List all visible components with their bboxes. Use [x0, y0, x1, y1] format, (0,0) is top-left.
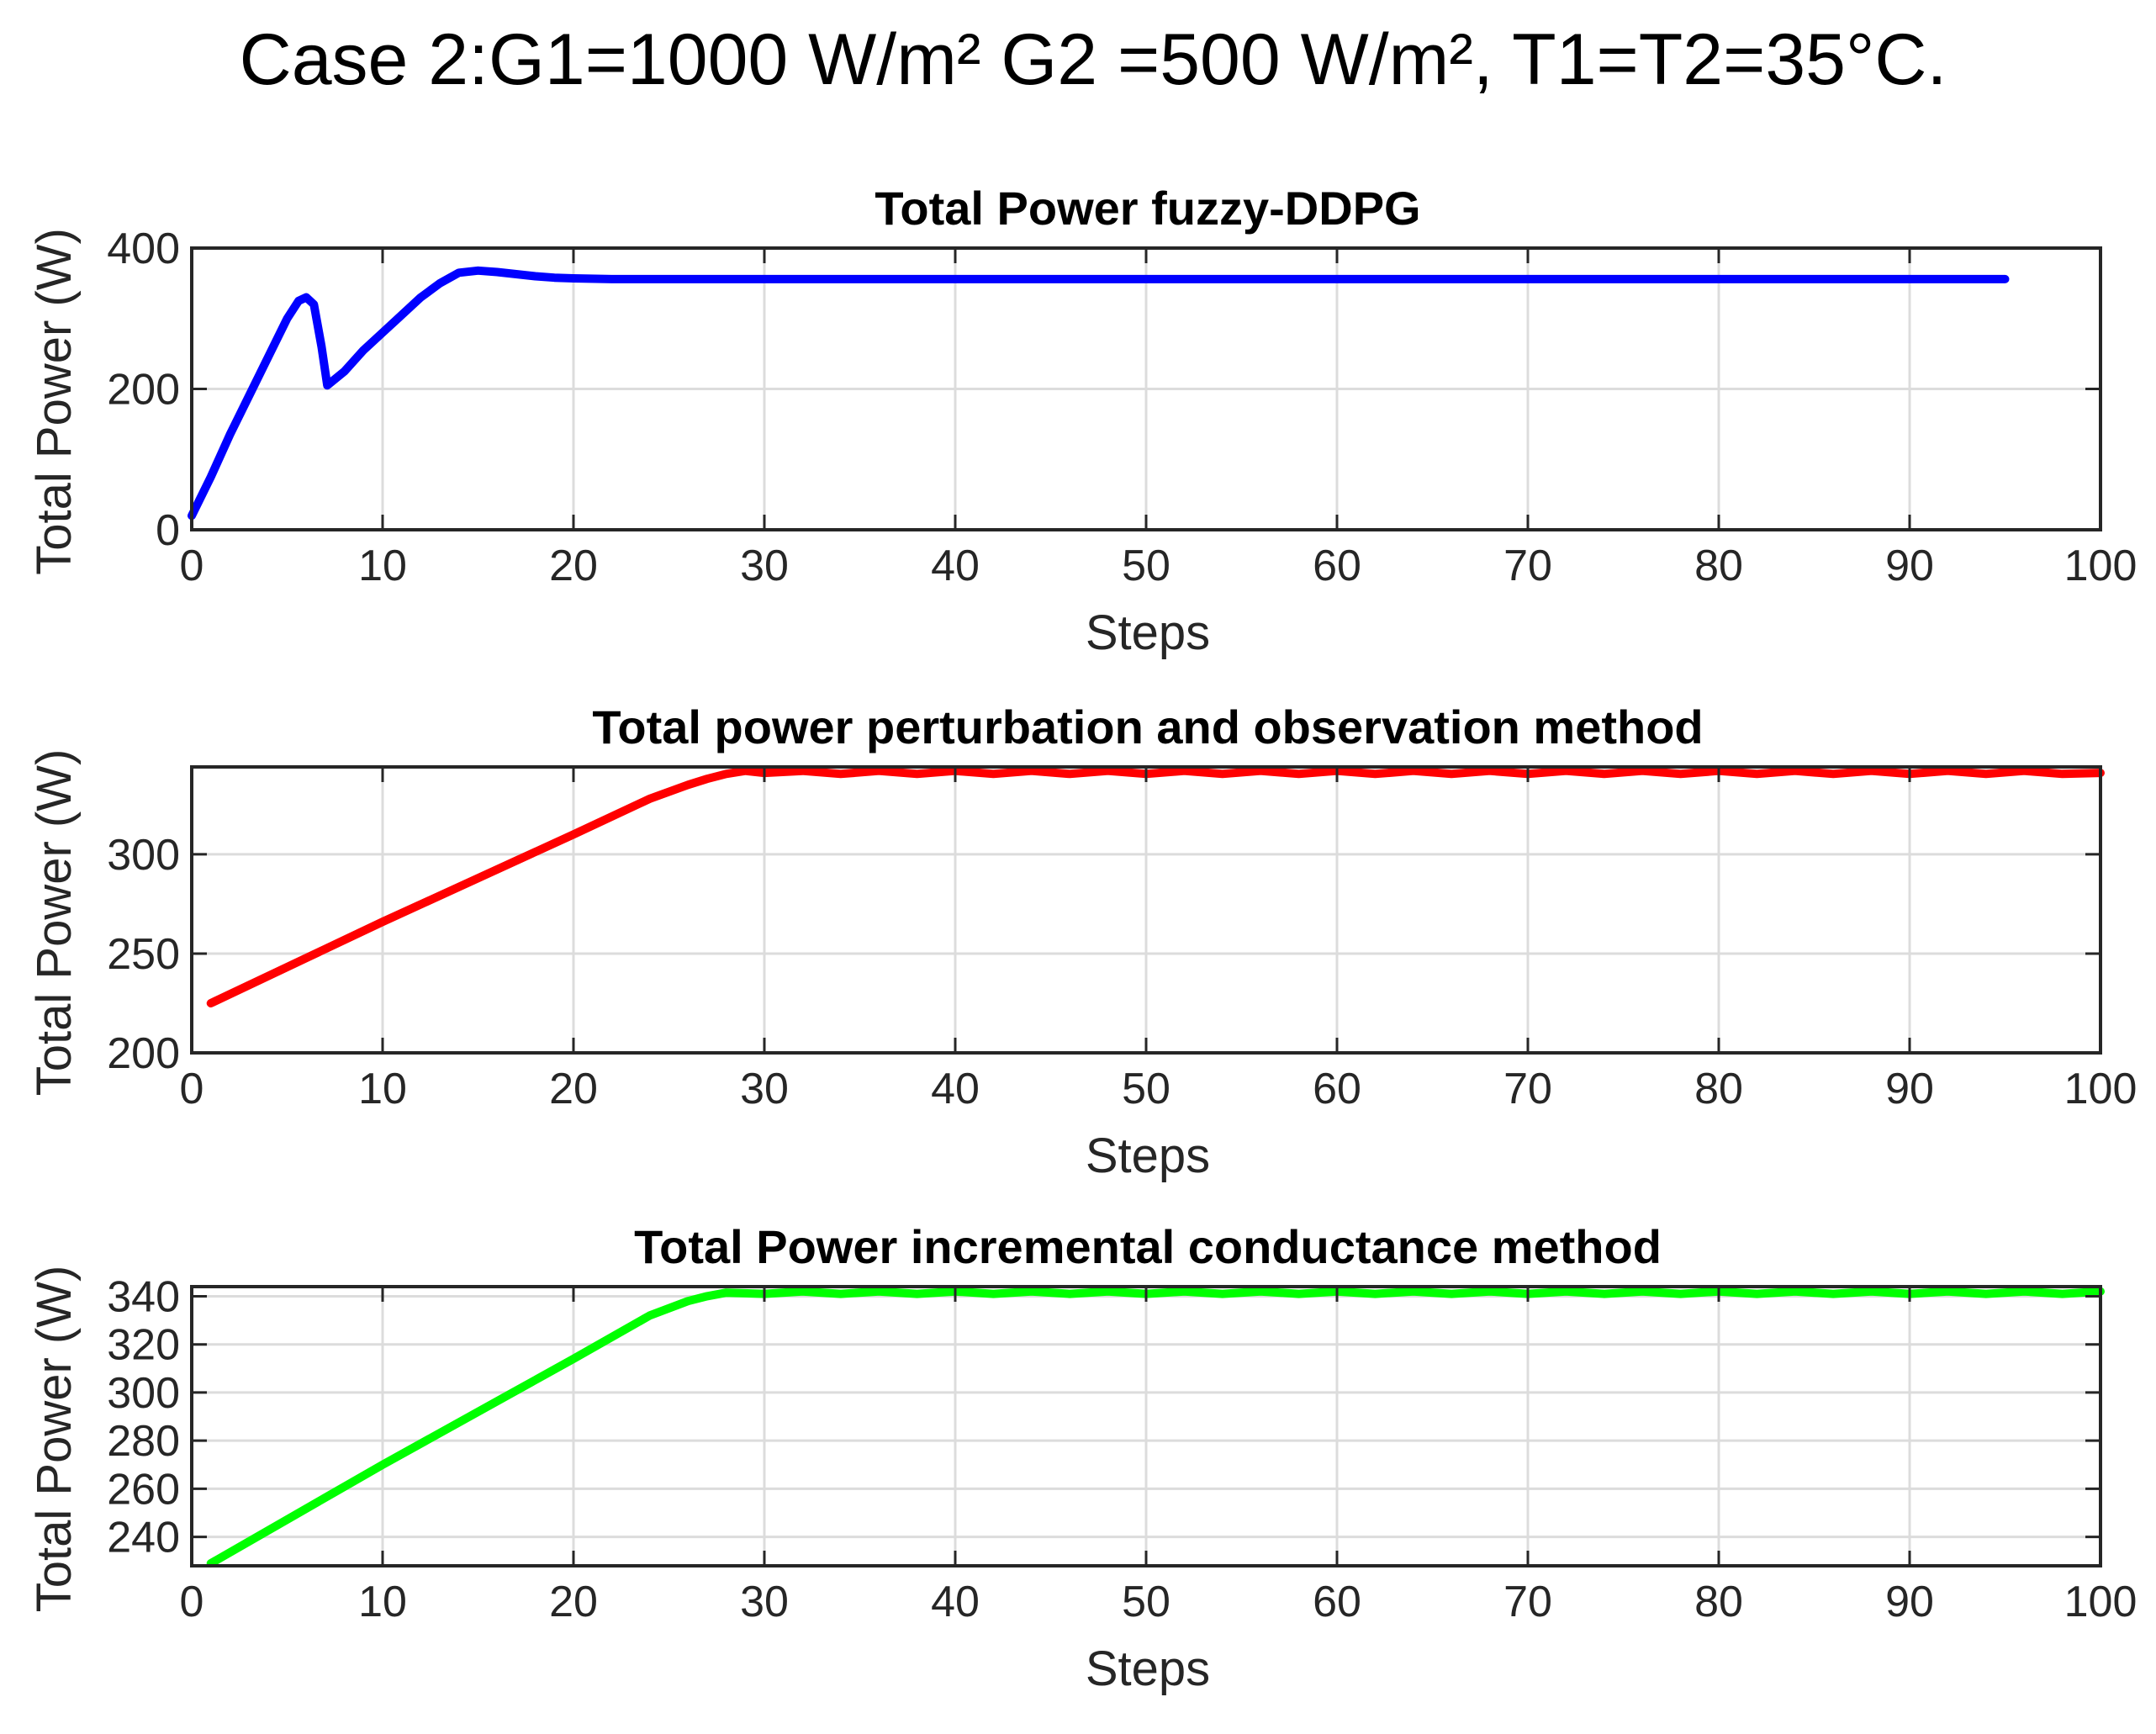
panel-title: Total power perturbation and observation…: [592, 700, 1703, 753]
x-tick-label: 50: [1122, 542, 1170, 590]
x-tick-label: 70: [1503, 542, 1552, 590]
x-tick-label: 0: [180, 1065, 204, 1113]
x-tick-label: 10: [358, 1065, 407, 1113]
panel-title: Total Power fuzzy-DDPG: [875, 182, 1420, 235]
y-axis-label: Total Power (W): [27, 228, 82, 575]
y-axis-label: Total Power (W): [27, 1266, 82, 1613]
y-tick-label: 260: [107, 1465, 180, 1514]
x-tick-label: 90: [1885, 1578, 1934, 1626]
y-tick-label: 0: [156, 506, 180, 555]
y-tick-label: 280: [107, 1417, 180, 1466]
x-axis-label: Steps: [1086, 1129, 1210, 1183]
y-axis-label: Total Power (W): [27, 749, 82, 1097]
x-tick-label: 20: [549, 1065, 598, 1113]
chart-panel-2: 0 10 20 30 40 50 60 70 80 90 100 200 250 300 Total pow…: [27, 700, 2137, 1183]
x-axis-label: Steps: [1086, 605, 1210, 660]
x-tick-label: 100: [2064, 1578, 2138, 1626]
y-tick-label: 400: [107, 225, 180, 273]
x-tick-label: 30: [740, 1578, 789, 1626]
x-tick-label: 70: [1503, 1578, 1552, 1626]
y-tick-label: 200: [107, 1029, 180, 1078]
y-tick-label: 200: [107, 366, 180, 415]
x-tick-label: 0: [180, 542, 204, 590]
x-tick-label: 60: [1313, 1578, 1361, 1626]
data-series-line: [188, 266, 2010, 521]
x-tick-label: 80: [1694, 1065, 1743, 1113]
y-tick-label: 340: [107, 1272, 180, 1321]
x-tick-label: 20: [549, 1578, 598, 1626]
x-tick-label: 40: [931, 542, 980, 590]
y-tick-label: 300: [107, 831, 180, 880]
panel-title: Total Power incremental conductance meth…: [634, 1220, 1662, 1273]
y-tick-label: 320: [107, 1321, 180, 1370]
x-tick-label: 90: [1885, 542, 1934, 590]
x-axis-label: Steps: [1086, 1641, 1210, 1696]
x-tick-label: 60: [1313, 542, 1361, 590]
y-tick-label: 300: [107, 1369, 180, 1418]
x-tick-label: 60: [1313, 1065, 1361, 1113]
x-tick-label: 30: [740, 542, 789, 590]
y-tick-label: 250: [107, 930, 180, 979]
x-tick-label: 90: [1885, 1065, 1934, 1113]
x-tick-label: 80: [1694, 542, 1743, 590]
x-tick-label: 50: [1122, 1578, 1170, 1626]
y-tick-label: 240: [107, 1514, 180, 1562]
chart-panel-1: 0 10 20 30 40 50 60 70 80 90 100 0 200 400 Total Power…: [27, 182, 2137, 660]
data-series-line: [206, 766, 2105, 1007]
x-tick-label: 100: [2064, 542, 2138, 590]
data-series-line: [206, 1287, 2105, 1568]
x-tick-label: 10: [358, 542, 407, 590]
x-tick-label: 80: [1694, 1578, 1743, 1626]
x-tick-label: 10: [358, 1578, 407, 1626]
x-tick-label: 40: [931, 1065, 980, 1113]
x-tick-label: 100: [2064, 1065, 2138, 1113]
x-tick-label: 20: [549, 542, 598, 590]
figure-title: Case 2:G1=1000 W/m² G2 =500 W/m², T1=T2=…: [240, 19, 1947, 100]
x-tick-label: 50: [1122, 1065, 1170, 1113]
x-tick-label: 70: [1503, 1065, 1552, 1113]
chart-panel-3: 0 10 20 30 40 50 60 70 80 90 100 240260280300320340…: [27, 1220, 2137, 1696]
x-tick-label: 0: [180, 1578, 204, 1626]
x-tick-label: 40: [931, 1578, 980, 1626]
x-tick-label: 30: [740, 1065, 789, 1113]
